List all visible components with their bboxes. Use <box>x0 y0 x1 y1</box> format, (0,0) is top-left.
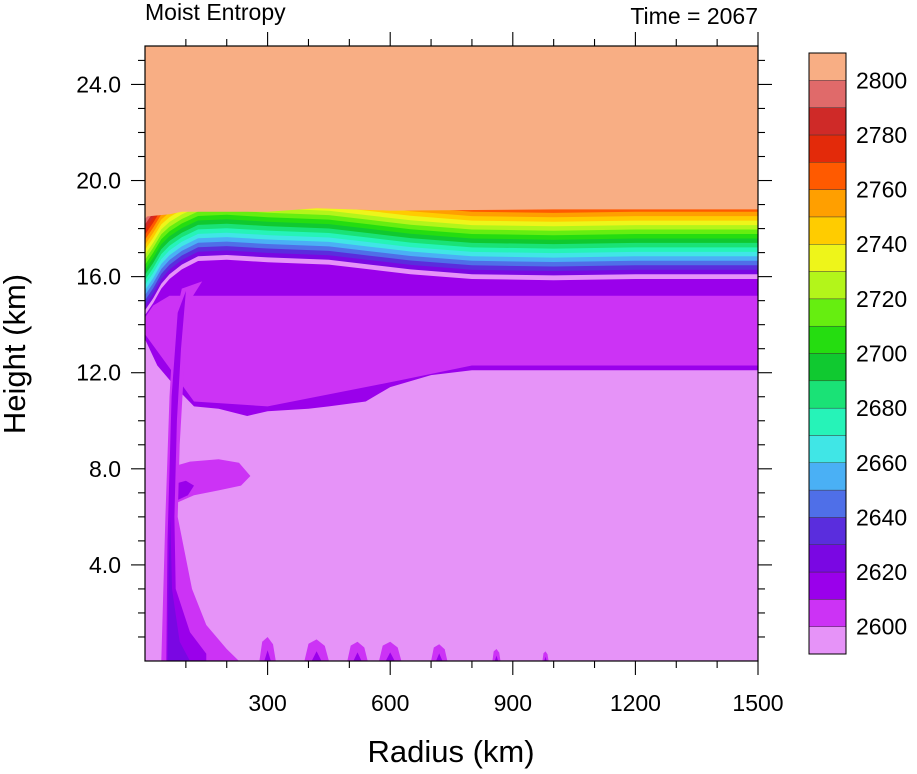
x-tick-label: 900 <box>494 690 532 716</box>
y-tick-label: 24.0 <box>76 71 121 97</box>
colorbar-label: 2720 <box>856 286 907 312</box>
colorbar-label: 2780 <box>856 122 907 148</box>
colorbar-swatch <box>808 380 847 409</box>
colorbar-swatch <box>808 80 847 108</box>
chart-title: Moist Entropy <box>145 0 286 25</box>
contour-fields <box>145 46 758 661</box>
y-tick-label: 4.0 <box>89 552 121 578</box>
colorbar-swatch <box>808 517 847 545</box>
colorbar-swatch <box>808 52 847 81</box>
band-surface-patch-4 <box>379 641 402 661</box>
colorbar-label: 2800 <box>856 67 907 93</box>
band-surface-patch-2 <box>304 639 329 661</box>
x-tick-label: 1500 <box>732 690 783 716</box>
band-top <box>145 46 758 217</box>
colorbar-label: 2680 <box>856 395 907 421</box>
band-lowest-recover <box>145 339 758 661</box>
band-upper-2610-cover <box>145 295 758 661</box>
band-surface-patch-core-2 <box>311 651 322 661</box>
colorbar-swatch <box>808 489 847 518</box>
colorbar-swatch <box>808 244 847 272</box>
colorbar-swatch <box>808 599 847 627</box>
colorbar-swatch <box>808 353 847 382</box>
colorbar-label: 2660 <box>856 450 907 476</box>
band-surface-patch-3 <box>347 641 368 661</box>
colorbar-label: 2600 <box>856 614 907 640</box>
colorbar-swatch <box>808 325 847 354</box>
band-eyewall-core <box>167 516 190 661</box>
axes: 300 600 900 1200 1500 4.0 8.0 12.0 16.0 20.0 24.0 <box>76 32 784 716</box>
colorbar-swatch <box>808 107 847 136</box>
band-surface-patch-5 <box>431 644 448 661</box>
colorbar-label: 2760 <box>856 177 907 203</box>
colorbar-label: 2620 <box>856 559 907 585</box>
y-tick-label: 20.0 <box>76 168 121 194</box>
band-surface-patch-1 <box>259 637 276 661</box>
band-surface-patch-6 <box>492 649 501 661</box>
chart-time-label: Time = 2067 <box>630 3 758 29</box>
band-midlevel-lobe-2 <box>173 459 251 503</box>
colorbar-label: 2700 <box>856 341 907 367</box>
colorbar-swatch <box>808 298 847 327</box>
x-tick-label: 600 <box>371 690 409 716</box>
y-axis-label: Height (km) <box>0 274 32 434</box>
colorbar-swatch <box>808 462 847 491</box>
colorbar-swatch <box>808 544 847 573</box>
colorbar-swatch <box>808 189 847 218</box>
colorbar-label: 2740 <box>856 231 907 257</box>
colorbar-swatch <box>808 271 847 300</box>
colorbar-label: 2640 <box>856 504 907 530</box>
band-surface-patch-7 <box>542 651 549 661</box>
band-eyewall-outer <box>161 281 239 661</box>
band-surface-patch-core-6 <box>494 655 499 661</box>
colorbar-swatch <box>808 435 847 463</box>
x-axis-label: Radius (km) <box>367 734 534 769</box>
colorbar-swatch <box>808 571 847 600</box>
colorbar-swatch <box>808 407 847 436</box>
colorbar-swatch <box>808 216 847 245</box>
x-tick-label: 300 <box>248 690 286 716</box>
x-tick-label: 1200 <box>610 690 661 716</box>
colorbar-frame <box>808 52 847 655</box>
band-midlevel-core-2 <box>176 480 194 500</box>
colorbar: 2600 2620 2640 2660 2680 2700 2720 2740 2760 2780… <box>808 52 907 655</box>
band-surface-patch-core-4 <box>385 652 395 661</box>
band-surface-patch-core-1 <box>264 650 271 661</box>
y-tick-label: 8.0 <box>89 456 121 482</box>
band-surface-patch-core-7 <box>544 656 547 661</box>
colorbar-swatch <box>808 162 847 190</box>
y-tick-label: 12.0 <box>76 360 121 386</box>
colorbar-swatch <box>808 134 847 163</box>
colorbar-swatch <box>808 626 847 655</box>
band-surface-patch-core-5 <box>436 653 443 661</box>
plot-frame <box>144 45 759 662</box>
band-surface-patch-core-3 <box>353 652 362 661</box>
band-eyewall-mid <box>166 291 207 661</box>
y-tick-label: 16.0 <box>76 264 121 290</box>
